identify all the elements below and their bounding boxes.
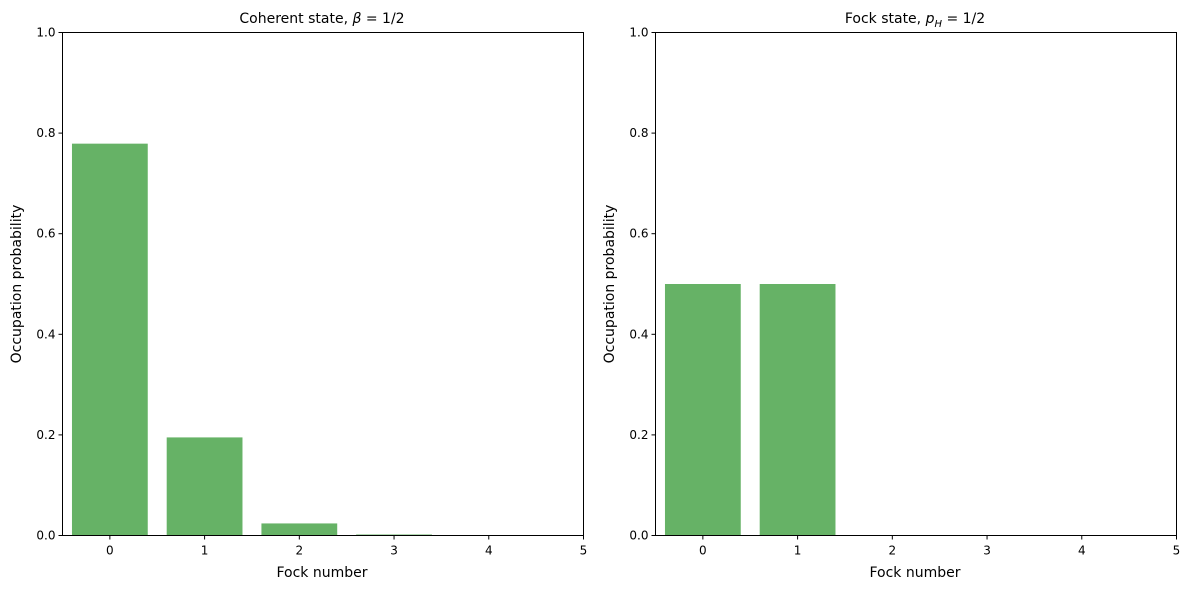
x-tick-label: 4 (485, 544, 493, 558)
bars (72, 144, 527, 536)
x-axis-label: Fock number (276, 565, 367, 581)
bars (665, 284, 836, 536)
y-tick-label: 0.8 (629, 126, 648, 140)
y-tick-label: 1.0 (36, 26, 55, 40)
y-tick-label: 0.0 (629, 529, 648, 543)
y-axis: 0.0 0.2 0.4 0.6 0.8 1.0 (36, 26, 62, 543)
bar-1 (167, 437, 243, 535)
chart-title: Coherent state, β = 1/2 (239, 11, 404, 27)
y-tick-label: 1.0 (629, 26, 648, 40)
x-tick-label: 1 (794, 544, 802, 558)
y-tick-label: 0.2 (36, 428, 55, 442)
x-axis: 0 1 2 3 4 5 (106, 536, 587, 558)
chart-coherent-state: Coherent state, β = 1/2 0 1 2 3 4 5 0.0 0.2 0.4… (9, 11, 587, 581)
y-tick-label: 0.6 (629, 227, 648, 241)
x-tick-label: 2 (888, 544, 896, 558)
x-tick-label: 3 (390, 544, 398, 558)
bar-0 (665, 284, 741, 536)
bar-0 (72, 144, 148, 536)
y-tick-label: 0.8 (36, 126, 55, 140)
x-tick-label: 3 (983, 544, 991, 558)
chart-fock-state: Fock state, pH = 1/2 0 1 2 3 4 5 0.0 0.2 0.4 0.6… (602, 11, 1180, 581)
x-axis-label: Fock number (869, 565, 960, 581)
y-tick-label: 0.0 (36, 529, 55, 543)
bar-1 (760, 284, 836, 536)
y-axis: 0.0 0.2 0.4 0.6 0.8 1.0 (629, 26, 655, 543)
chart-title: Fock state, pH = 1/2 (845, 11, 985, 30)
y-tick-label: 0.2 (629, 428, 648, 442)
bar-2 (261, 523, 337, 535)
x-axis: 0 1 2 3 4 5 (699, 536, 1180, 558)
x-tick-label: 0 (699, 544, 707, 558)
x-tick-label: 1 (201, 544, 209, 558)
x-tick-label: 0 (106, 544, 114, 558)
x-tick-label: 2 (295, 544, 303, 558)
y-axis-label: Occupation probability (602, 205, 618, 364)
y-tick-label: 0.4 (629, 327, 648, 341)
y-tick-label: 0.6 (36, 227, 55, 241)
x-tick-label: 4 (1078, 544, 1086, 558)
y-tick-label: 0.4 (36, 327, 55, 341)
x-tick-label: 5 (580, 544, 588, 558)
x-tick-label: 5 (1173, 544, 1181, 558)
y-axis-label: Occupation probability (9, 205, 25, 364)
